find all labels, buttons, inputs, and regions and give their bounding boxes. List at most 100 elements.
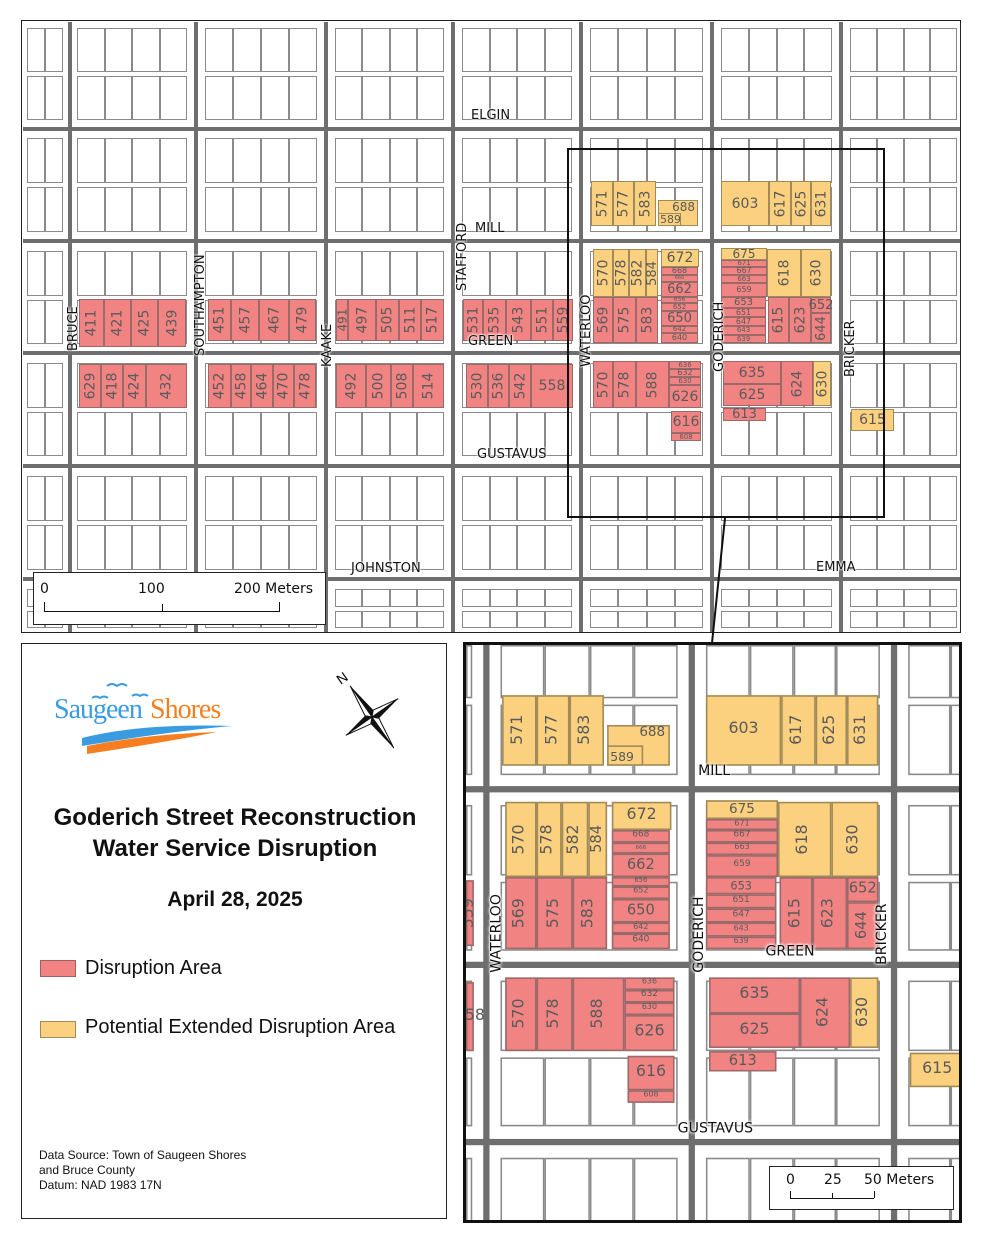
parcel-potential[interactable]: 630 (831, 801, 879, 878)
parcel-potential[interactable]: 570 (593, 249, 613, 297)
parcel-potential[interactable]: 675 (721, 248, 767, 260)
parcel-potential[interactable]: 589 (607, 745, 644, 766)
parcel-disruption[interactable]: 626 (669, 385, 701, 408)
parcel-disruption[interactable]: 639 (721, 335, 766, 343)
parcel-disruption[interactable]: 452 (208, 364, 231, 408)
parcel-disruption[interactable]: 630 (624, 1002, 675, 1016)
parcel-potential[interactable]: 582 (561, 801, 589, 878)
parcel-potential[interactable]: 583 (634, 181, 656, 226)
parcel-disruption[interactable]: 652 (661, 303, 698, 311)
parcel-disruption[interactable]: 411 (79, 299, 104, 347)
parcel-disruption[interactable]: 559 (466, 880, 478, 947)
parcel-disruption[interactable]: 478 (294, 364, 316, 408)
parcel-disruption[interactable]: 615 (768, 297, 789, 343)
parcel-disruption[interactable]: 651 (705, 894, 777, 909)
parcel-disruption[interactable]: 432 (146, 364, 187, 408)
parcel-disruption[interactable]: 624 (799, 977, 851, 1048)
parcel-disruption[interactable]: 583 (636, 297, 658, 343)
parcel-disruption[interactable]: 650 (661, 311, 698, 326)
parcel-potential[interactable]: 571 (591, 181, 613, 226)
parcel-potential[interactable]: 582 (629, 249, 646, 297)
parcel-disruption[interactable]: 569 (593, 297, 613, 343)
parcel-disruption[interactable]: 421 (104, 299, 131, 347)
parcel-disruption[interactable]: 508 (391, 364, 413, 408)
parcel-potential[interactable]: 618 (767, 249, 801, 297)
parcel-potential[interactable]: 618 (778, 801, 832, 878)
parcel-disruption[interactable]: 583 (572, 877, 608, 950)
parcel-disruption[interactable]: 575 (536, 877, 573, 950)
parcel-disruption[interactable]: 635 (709, 977, 800, 1014)
parcel-disruption[interactable]: 575 (613, 297, 636, 343)
parcel-potential[interactable]: 631 (847, 695, 879, 766)
parcel-potential[interactable]: 625 (791, 181, 811, 226)
parcel-disruption[interactable]: 470 (273, 364, 294, 408)
parcel-disruption[interactable]: 451 (208, 299, 231, 341)
parcel-potential[interactable]: 630 (801, 249, 831, 297)
parcel-potential[interactable]: 571 (502, 695, 537, 766)
parcel-disruption[interactable]: 588 (636, 361, 669, 408)
parcel-disruption[interactable]: 653 (705, 877, 777, 895)
parcel-disruption[interactable]: 640 (611, 933, 670, 950)
parcel-disruption[interactable]: 642 (611, 922, 670, 934)
parcel-disruption[interactable]: 656 (661, 297, 698, 303)
parcel-disruption[interactable]: 530 (466, 364, 488, 408)
parcel-disruption[interactable]: 570 (505, 977, 537, 1052)
parcel-disruption[interactable]: 640 (661, 333, 698, 343)
parcel-disruption[interactable]: 578 (536, 977, 573, 1052)
parcel-potential[interactable]: 570 (505, 801, 537, 878)
parcel-disruption[interactable]: 479 (289, 299, 316, 341)
parcel-disruption[interactable]: 543 (506, 299, 531, 341)
parcel-disruption[interactable]: 551 (531, 299, 553, 341)
parcel-disruption[interactable]: 644 (811, 313, 831, 343)
parcel-disruption[interactable]: 542 (509, 364, 531, 408)
inset-map[interactable]: 559 558 571 577 583 688 589 603 617 625 631 570 578 5… (463, 642, 962, 1223)
parcel-disruption[interactable]: 418 (101, 364, 123, 408)
parcel-disruption[interactable]: 511 (399, 299, 421, 341)
parcel-potential[interactable]: 577 (536, 695, 570, 766)
parcel-potential[interactable]: 583 (569, 695, 604, 766)
parcel-disruption[interactable]: 623 (789, 297, 811, 343)
parcel-disruption[interactable]: 666 (661, 275, 698, 282)
parcel-disruption[interactable]: 647 (705, 908, 777, 923)
parcel-disruption[interactable]: 663 (721, 275, 767, 283)
parcel-disruption[interactable]: 558 (466, 982, 485, 1052)
parcel-disruption[interactable]: 644 (847, 902, 879, 950)
parcel-potential[interactable]: 578 (613, 249, 629, 297)
parcel-disruption[interactable]: 651 (721, 308, 766, 317)
parcel-disruption[interactable]: 464 (251, 364, 273, 408)
parcel-disruption[interactable]: 500 (366, 364, 391, 408)
parcel-potential[interactable]: 603 (705, 695, 782, 766)
parcel-potential[interactable]: 584 (588, 801, 608, 878)
parcel-disruption[interactable]: 630 (669, 377, 701, 385)
parcel-disruption[interactable]: 666 (611, 842, 670, 854)
parcel-disruption[interactable]: 467 (259, 299, 289, 341)
parcel-disruption[interactable]: 536 (488, 364, 509, 408)
parcel-disruption[interactable]: 659 (705, 855, 779, 878)
parcel-disruption[interactable]: 647 (721, 317, 766, 326)
parcel-disruption[interactable]: 613 (723, 408, 766, 421)
parcel-disruption[interactable]: 492 (336, 364, 366, 408)
parcel-disruption[interactable]: 570 (593, 361, 613, 408)
parcel-disruption[interactable]: 643 (721, 326, 766, 335)
parcel-disruption[interactable]: 639 (705, 936, 777, 950)
parcel-disruption[interactable]: 626 (624, 1015, 675, 1052)
parcel-potential[interactable]: 615 (909, 1052, 959, 1088)
parcel-disruption[interactable]: 457 (231, 299, 259, 341)
parcel-disruption[interactable]: 625 (709, 1013, 800, 1048)
parcel-potential[interactable]: 578 (536, 801, 562, 878)
parcel-potential[interactable]: 584 (645, 249, 660, 297)
parcel-disruption[interactable]: 558 (531, 364, 573, 408)
parcel-disruption[interactable]: 497 (348, 299, 376, 341)
parcel-disruption[interactable]: 632 (669, 369, 701, 377)
parcel-disruption[interactable]: 613 (709, 1051, 777, 1072)
parcel-potential[interactable]: 672 (661, 249, 699, 267)
parcel-disruption[interactable]: 635 (723, 361, 781, 384)
parcel-disruption[interactable]: 578 (613, 361, 636, 408)
parcel-disruption[interactable]: 616 (627, 1055, 675, 1091)
parcel-potential[interactable]: 625 (815, 695, 848, 766)
parcel-disruption[interactable]: 608 (627, 1090, 675, 1103)
parcel-disruption[interactable]: 662 (661, 282, 698, 297)
parcel-disruption[interactable]: 623 (812, 877, 848, 950)
parcel-disruption[interactable]: 624 (781, 361, 813, 406)
parcel-disruption[interactable]: 652 (611, 886, 670, 900)
